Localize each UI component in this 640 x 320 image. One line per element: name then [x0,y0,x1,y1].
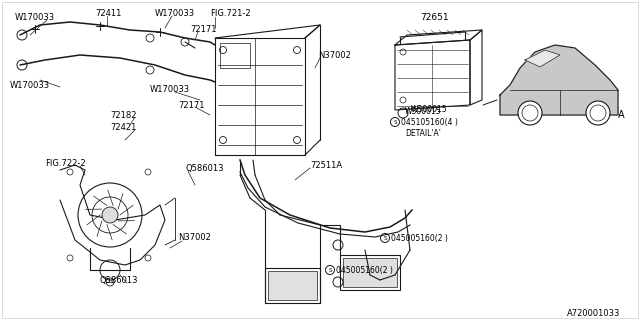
Polygon shape [500,45,618,115]
Text: N37002: N37002 [318,51,351,60]
Text: W300015: W300015 [405,108,442,116]
Text: FIG.721-2: FIG.721-2 [210,10,251,19]
Text: Q586013: Q586013 [185,164,223,172]
Text: 72651: 72651 [420,13,449,22]
Text: W300015: W300015 [411,106,447,115]
Text: W170033: W170033 [10,81,50,90]
Text: S: S [393,119,397,124]
Text: W170033: W170033 [155,10,195,19]
Text: N37002: N37002 [178,234,211,243]
Text: 045105160(4 ): 045105160(4 ) [401,117,458,126]
Bar [340,255,400,290]
Text: A720001033: A720001033 [566,308,620,317]
Text: FIG.722-2: FIG.722-2 [45,158,86,167]
Text: S: S [328,268,332,273]
Text: 72171: 72171 [190,26,216,35]
Bar [343,258,397,287]
Text: 72511A: 72511A [310,161,342,170]
Text: 72421: 72421 [110,124,136,132]
Text: 72411: 72411 [95,10,122,19]
Text: 045005160(2 ): 045005160(2 ) [391,234,448,243]
Bar [268,271,317,300]
Circle shape [102,207,118,223]
Text: DETAIL'A': DETAIL'A' [405,129,441,138]
Text: 72182: 72182 [110,110,136,119]
Text: A: A [618,110,625,120]
Text: W170033: W170033 [15,13,55,22]
Text: 045005160(2 ): 045005160(2 ) [336,266,393,275]
Bar [220,43,250,68]
Text: Q586013: Q586013 [100,276,138,284]
Circle shape [518,101,542,125]
Text: W170033: W170033 [150,85,190,94]
Text: 72171: 72171 [178,100,205,109]
Polygon shape [525,50,560,67]
Bar [265,268,320,303]
Circle shape [586,101,610,125]
Text: S: S [383,236,387,241]
